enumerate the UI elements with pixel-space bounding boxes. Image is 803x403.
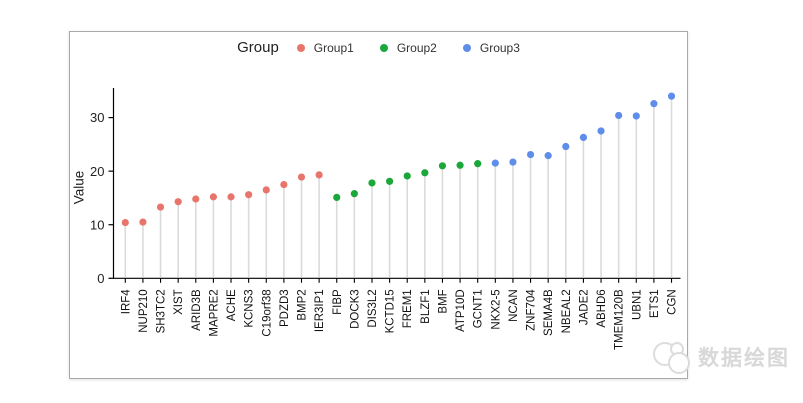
x-tick-label: NUP210 (138, 289, 150, 332)
x-tick-label: FREM1 (402, 289, 414, 328)
x-tick-label: IER3IP1 (314, 289, 326, 332)
data-point (386, 177, 394, 185)
chart-card: Group Group1 Group2 Group3 (69, 31, 688, 379)
x-tick-label: C19orf38 (261, 289, 273, 336)
x-tick-label: SH3TC2 (156, 289, 168, 333)
data-point (174, 198, 182, 206)
data-point (280, 180, 288, 189)
data-point (526, 150, 535, 159)
data-point (121, 218, 129, 227)
watermark-text: 数据绘图 (698, 347, 790, 370)
data-point (350, 190, 358, 198)
data-point (474, 160, 482, 168)
x-tick-label: DIS3L2 (367, 289, 379, 327)
legend-items: Group1 Group2 Group3 (296, 40, 520, 55)
x-tick-label: BLZF1 (420, 289, 432, 324)
data-point (650, 100, 658, 108)
data-point (615, 111, 623, 120)
x-tick-label: ATP10D (455, 289, 467, 332)
x-tick-label: IRF4 (120, 289, 132, 315)
data-point (403, 172, 411, 180)
data-point (262, 186, 270, 194)
x-tick-label: GCNT1 (473, 289, 485, 328)
x-tick-label: CGN (667, 289, 679, 315)
data-point (156, 203, 165, 211)
data-point (544, 152, 552, 160)
watermark: 数据绘图 (650, 336, 790, 378)
y-axis-title: Value (71, 170, 87, 205)
watermark-logo-icon (653, 342, 690, 374)
x-tick-label: JADE2 (578, 289, 590, 325)
data-point (315, 171, 323, 179)
data-point (139, 218, 147, 226)
x-tick-label: PDZD3 (279, 289, 291, 327)
legend: Group Group1 Group2 Group3 (70, 39, 687, 56)
legend-item: Group1 (296, 40, 354, 55)
data-point (368, 179, 376, 187)
data-point (491, 159, 499, 167)
x-tick-label: SEMA4B (543, 289, 555, 336)
y-tick-label: 20 (90, 164, 104, 179)
x-tick-label: ETS1 (649, 289, 661, 318)
legend-item: Group2 (379, 40, 437, 55)
x-tick-label: NBEAL2 (561, 289, 573, 333)
x-tick-label: DOCK3 (349, 289, 361, 329)
data-point (227, 193, 235, 201)
data-point (509, 158, 517, 166)
y-tick-label: 30 (90, 110, 104, 125)
legend-swatch-icon (379, 43, 388, 52)
y-tick-label: 0 (97, 271, 104, 286)
legend-item-label: Group3 (479, 40, 520, 55)
legend-item: Group3 (462, 40, 520, 55)
x-tick-label: NKX2-5 (490, 289, 502, 329)
x-tick-label: TMEM120B (614, 289, 626, 350)
x-tick-label: ABHD6 (596, 289, 608, 327)
x-tick-label: ARID3B (191, 289, 203, 331)
x-tick-label: BMF (437, 289, 449, 313)
x-tick-label: MAPRE2 (208, 289, 220, 336)
x-tick-label: FIBP (332, 289, 344, 315)
data-point (421, 169, 429, 177)
data-point (456, 161, 464, 169)
legend-item-label: Group1 (313, 40, 354, 55)
x-tick-label: UBN1 (631, 289, 643, 320)
data-point (667, 92, 676, 100)
y-tick-label: 10 (90, 217, 104, 232)
data-point (562, 142, 570, 151)
legend-swatch-icon (296, 43, 305, 52)
x-tick-label: ZNF704 (526, 289, 538, 331)
x-tick-label: XIST (173, 289, 185, 315)
x-tick-label: KCNS3 (244, 289, 256, 327)
data-point (245, 191, 253, 199)
legend-title: Group (237, 39, 279, 56)
legend-swatch-icon (462, 43, 471, 52)
data-point (597, 127, 605, 135)
data-point (333, 193, 341, 202)
x-tick-label: BMP2 (297, 289, 309, 320)
data-point (209, 193, 217, 201)
data-point (579, 133, 588, 142)
x-tick-label: NCAN (508, 289, 520, 322)
x-tick-label: ACHE (226, 289, 238, 321)
data-point (438, 162, 447, 170)
data-point (297, 173, 306, 181)
data-point (632, 112, 640, 120)
legend-item-label: Group2 (396, 40, 437, 55)
data-point (192, 195, 200, 203)
x-tick-label: KCTD15 (385, 289, 397, 333)
